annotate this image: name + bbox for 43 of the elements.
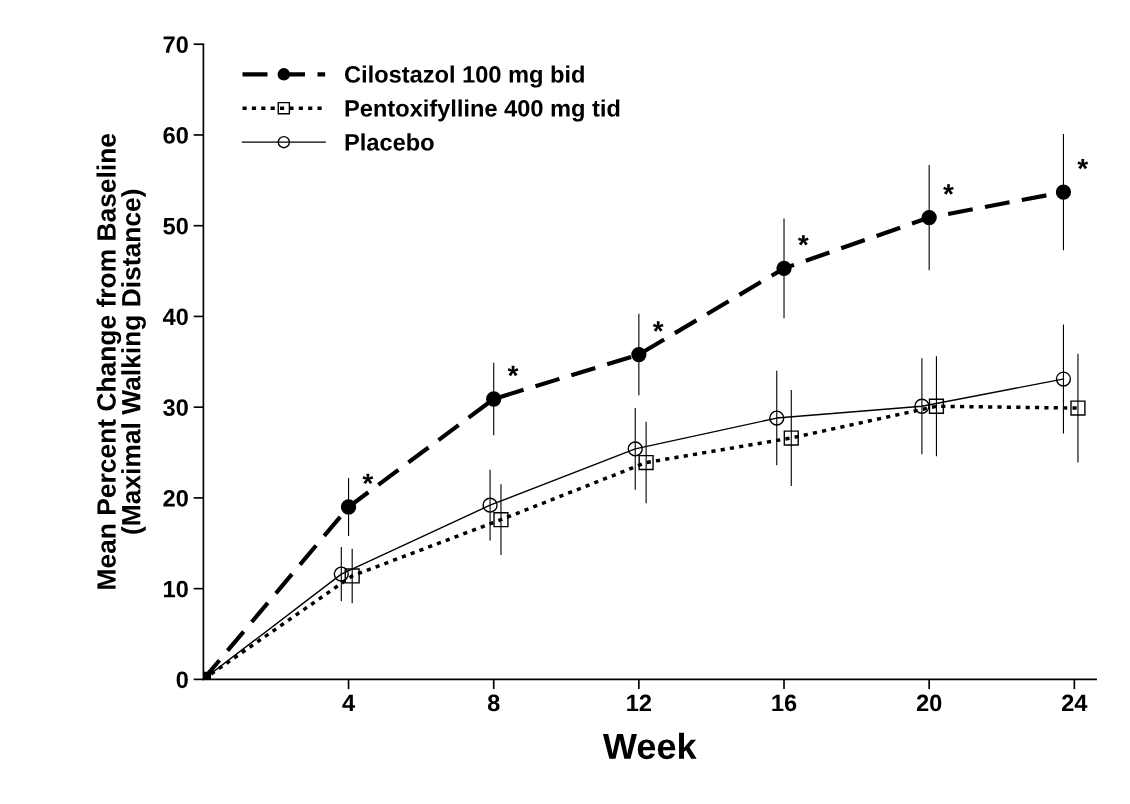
annotation: * bbox=[797, 235, 809, 246]
point bbox=[493, 512, 509, 528]
point bbox=[769, 410, 785, 426]
point bbox=[631, 346, 647, 363]
y-tick-label: 60 bbox=[163, 127, 188, 144]
x-tick-label: 4 bbox=[342, 694, 355, 712]
point bbox=[333, 566, 349, 582]
point bbox=[1055, 184, 1072, 200]
y-axis-title: Mean Percent Change from Baseline (Maximal Walking Distance) bbox=[96, 133, 146, 589]
point bbox=[486, 391, 502, 407]
point bbox=[1070, 400, 1086, 416]
x-tick-label: 8 bbox=[487, 694, 500, 712]
point bbox=[776, 260, 792, 276]
annotation: * bbox=[507, 365, 519, 377]
point bbox=[914, 398, 930, 414]
annotation: * bbox=[652, 321, 664, 332]
annotation: * bbox=[362, 473, 374, 485]
y-tick-label: 40 bbox=[162, 308, 188, 326]
point bbox=[482, 497, 498, 513]
point bbox=[1055, 371, 1072, 387]
point bbox=[340, 499, 357, 515]
x-tick-label: 20 bbox=[916, 694, 942, 712]
y-tick-label: 0 bbox=[176, 671, 188, 689]
legend-label: Pentoxifylline 400 mg tid bbox=[345, 99, 620, 122]
x-tick-label: 24 bbox=[1062, 694, 1088, 712]
y-tick-label: 70 bbox=[163, 36, 188, 54]
y-tick-label: 30 bbox=[163, 399, 188, 416]
point bbox=[921, 209, 937, 226]
point bbox=[638, 454, 654, 471]
point bbox=[928, 398, 945, 414]
legend-label: Placebo bbox=[345, 133, 434, 151]
y-tick-label: 10 bbox=[164, 580, 188, 598]
x-tick-label: 16 bbox=[772, 694, 797, 712]
point bbox=[783, 430, 799, 446]
annotation: * bbox=[943, 184, 954, 195]
y-tick-label: 50 bbox=[163, 217, 188, 235]
x-axis-title: Week bbox=[602, 732, 697, 760]
point bbox=[627, 441, 643, 457]
point bbox=[344, 568, 360, 584]
y-tick-label: 20 bbox=[163, 489, 188, 507]
legend-label: Cilostazol 100 mg bid bbox=[345, 65, 584, 88]
x-tick-label: 12 bbox=[627, 694, 652, 712]
annotation: * bbox=[1077, 158, 1089, 170]
